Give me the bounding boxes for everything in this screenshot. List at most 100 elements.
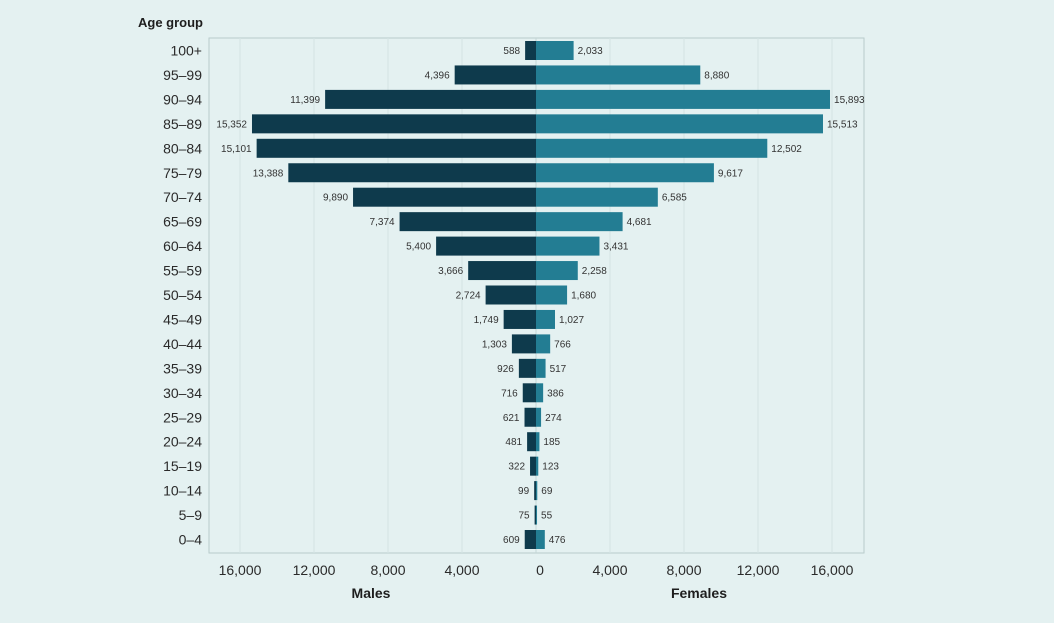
data-label-males-85-89: 15,352: [216, 119, 247, 130]
age-group-label-35-39: 35–39: [163, 360, 202, 376]
bars-layer: [251, 41, 831, 549]
bar-males-55-59: [468, 261, 536, 281]
bar-males-100: [525, 41, 536, 60]
x-tick-label-0: 0: [536, 562, 544, 578]
data-label-males-30-34: 716: [501, 388, 518, 399]
age-group-label-100: 100+: [170, 43, 202, 59]
bar-males-30-34: [522, 383, 536, 403]
x-tick-label-males-4000: 4,000: [444, 562, 479, 578]
axis-layer: 16,000 16,000 12,000 12,000 8,000 8,000 4,000 4…: [219, 562, 854, 578]
age-group-label-30-34: 30–34: [163, 385, 202, 401]
bar-males-95-99: [454, 65, 536, 85]
bar-females-50-54: [536, 285, 568, 305]
bar-females-0-4: [536, 530, 545, 549]
data-label-males-25-29: 621: [503, 413, 520, 424]
data-label-females-75-79: 9,617: [718, 168, 743, 179]
age-group-label-0-4: 0–4: [179, 532, 203, 548]
bar-males-90-94: [325, 89, 536, 109]
bar-males-35-39: [518, 358, 536, 378]
x-axis-title-females: Females: [671, 585, 727, 601]
bar-females-35-39: [536, 358, 546, 378]
data-label-males-60-64: 5,400: [406, 242, 431, 253]
data-label-males-95-99: 4,396: [425, 70, 450, 81]
data-label-females-65-69: 4,681: [627, 217, 652, 228]
x-tick-label-males-16000: 16,000: [219, 562, 262, 578]
y-axis-header: Age group: [138, 15, 203, 30]
bar-males-45-49: [503, 309, 536, 329]
age-group-label-65-69: 65–69: [163, 214, 202, 230]
data-label-females-10-14: 69: [541, 486, 553, 497]
bar-males-40-44: [511, 334, 536, 354]
data-label-females-90-94: 15,893: [834, 95, 865, 106]
age-group-label-20-24: 20–24: [163, 434, 202, 450]
data-label-males-55-59: 3,666: [438, 266, 463, 277]
bar-females-5-9: [536, 505, 538, 525]
data-label-females-50-54: 1,680: [571, 291, 596, 302]
data-label-females-100: 2,033: [578, 46, 603, 57]
data-label-males-45-49: 1,749: [474, 315, 499, 326]
data-label-females-5-9: 55: [541, 511, 553, 522]
bar-males-85-89: [251, 114, 536, 134]
data-label-males-80-84: 15,101: [221, 144, 252, 155]
data-label-males-75-79: 13,388: [253, 168, 284, 179]
bar-females-100: [536, 41, 574, 60]
x-tick-label-females-12000: 12,000: [737, 562, 780, 578]
bar-females-15-19: [536, 456, 539, 476]
bar-males-20-24: [527, 432, 536, 452]
bar-males-25-29: [524, 407, 536, 427]
bar-males-5-9: [534, 505, 536, 525]
bar-females-95-99: [536, 65, 701, 85]
bar-females-25-29: [536, 407, 542, 427]
bar-males-75-79: [288, 163, 536, 183]
age-group-label-10-14: 10–14: [163, 483, 202, 499]
age-group-label-75-79: 75–79: [163, 165, 202, 181]
age-group-label-15-19: 15–19: [163, 458, 202, 474]
bar-males-15-19: [530, 456, 536, 476]
data-label-females-25-29: 274: [545, 413, 562, 424]
x-axis-title-males: Males: [352, 585, 391, 601]
x-tick-label-females-8000: 8,000: [666, 562, 701, 578]
data-label-females-60-64: 3,431: [603, 242, 628, 253]
data-label-females-85-89: 15,513: [827, 119, 858, 130]
bar-males-70-74: [353, 187, 536, 207]
age-group-label-95-99: 95–99: [163, 67, 202, 83]
age-group-label-90-94: 90–94: [163, 91, 202, 107]
data-label-males-40-44: 1,303: [482, 339, 507, 350]
data-label-females-95-99: 8,880: [704, 70, 729, 81]
x-tick-label-females-4000: 4,000: [592, 562, 627, 578]
age-group-label-55-59: 55–59: [163, 263, 202, 279]
data-label-females-80-84: 12,502: [771, 144, 802, 155]
age-group-label-45-49: 45–49: [163, 311, 202, 327]
bar-females-65-69: [536, 212, 623, 232]
age-group-label-40-44: 40–44: [163, 336, 202, 352]
x-tick-label-males-12000: 12,000: [293, 562, 336, 578]
bar-females-45-49: [536, 309, 555, 329]
data-label-females-40-44: 766: [554, 339, 571, 350]
bar-females-70-74: [536, 187, 658, 207]
data-label-females-20-24: 185: [543, 437, 560, 448]
data-label-males-50-54: 2,724: [456, 291, 481, 302]
bar-females-75-79: [536, 163, 714, 183]
x-tick-label-males-8000: 8,000: [370, 562, 405, 578]
data-label-females-45-49: 1,027: [559, 315, 584, 326]
data-label-females-55-59: 2,258: [582, 266, 607, 277]
data-label-males-90-94: 11,399: [290, 95, 320, 106]
data-label-females-35-39: 517: [550, 364, 567, 375]
bar-females-30-34: [536, 383, 544, 403]
data-label-males-35-39: 926: [497, 364, 514, 375]
bar-females-55-59: [536, 261, 578, 281]
data-label-males-15-19: 322: [508, 462, 525, 473]
bar-males-60-64: [436, 236, 536, 256]
bar-females-10-14: [536, 481, 538, 501]
data-label-males-5-9: 75: [518, 511, 530, 522]
data-label-males-100: 588: [503, 46, 520, 57]
bar-males-65-69: [399, 212, 536, 232]
data-label-females-0-4: 476: [549, 535, 566, 546]
data-label-males-0-4: 609: [503, 535, 520, 546]
bar-males-50-54: [485, 285, 536, 305]
age-group-label-5-9: 5–9: [179, 507, 203, 523]
age-group-label-60-64: 60–64: [163, 238, 202, 254]
bar-females-90-94: [536, 89, 831, 109]
